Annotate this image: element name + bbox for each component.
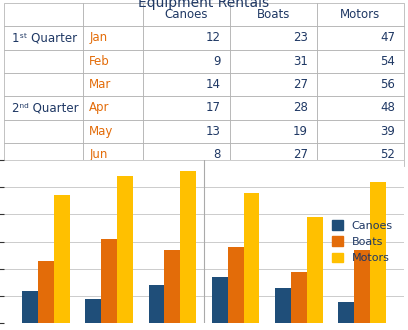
Bar [54,195,70,323]
Bar [117,176,133,323]
Bar [164,250,180,323]
Bar [85,299,101,323]
Bar [307,217,323,323]
Bar [212,277,228,323]
Bar [228,247,244,323]
Bar [354,250,370,323]
Title: Equipment Rentals: Equipment Rentals [138,0,270,10]
Bar [370,182,386,323]
Bar [38,261,54,323]
Bar [22,291,38,323]
Bar [101,239,117,323]
Bar [244,192,259,323]
Bar [149,285,164,323]
Bar [180,171,196,323]
Bar [291,272,307,323]
Bar [275,288,291,323]
Legend: Canoes, Boats, Motors: Canoes, Boats, Motors [326,214,398,269]
Bar [338,302,354,323]
